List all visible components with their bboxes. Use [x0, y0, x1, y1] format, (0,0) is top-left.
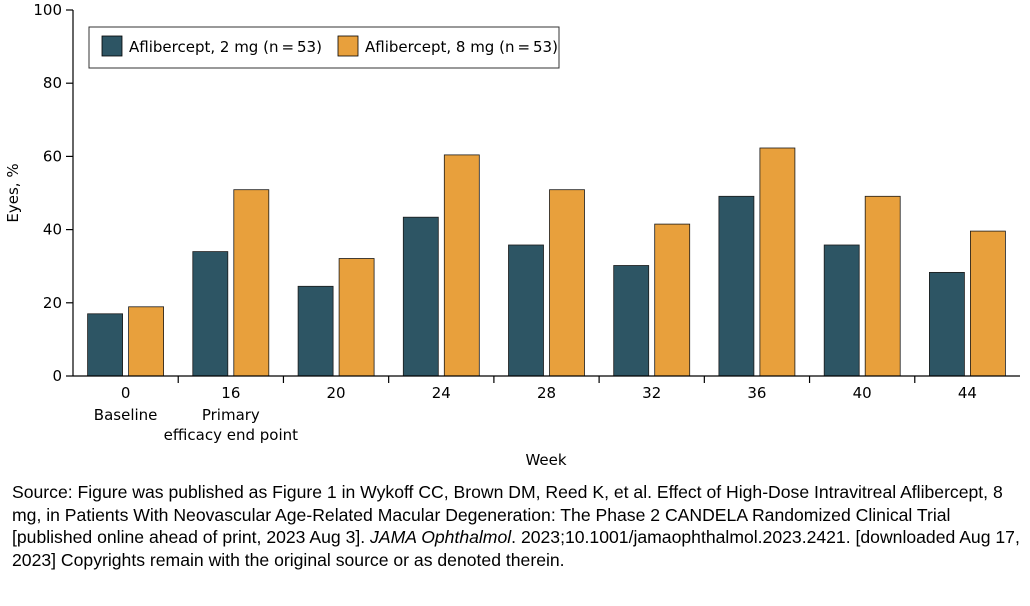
source-citation-prefix: Source: Figure was published as Figure 1…: [12, 482, 1003, 548]
y-tick-label: 60: [43, 147, 62, 165]
bar-2mg-week-32: [613, 265, 650, 377]
bar-8mg-week-20: [338, 258, 375, 377]
x-tick-label: 0: [121, 384, 131, 402]
y-ticks: 0 20 40 60 80 100: [33, 1, 73, 385]
legend-swatch-8mg: [337, 35, 359, 57]
y-tick-label: 0: [52, 367, 62, 385]
x-tick-label: 24: [432, 384, 451, 402]
bar-2mg-week-0: [87, 313, 123, 377]
x-tick-label: 32: [642, 384, 661, 402]
bar-2mg-week-16: [192, 251, 229, 377]
bar-2mg-week-28: [508, 244, 544, 377]
bar-8mg-week-28: [549, 189, 585, 377]
y-tick-label: 20: [43, 294, 62, 312]
bar-2mg-week-40: [823, 244, 860, 377]
bar-8mg-week-36: [759, 147, 796, 377]
bar-8mg-week-44: [970, 230, 1006, 377]
x-tick-sublabel: Primary: [202, 406, 260, 424]
bar-8mg-week-0: [128, 306, 165, 377]
source-citation-suffix: . 2023;10.1001/jamaophthalmol.2023.2421.…: [12, 527, 1020, 570]
bar-2mg-week-24: [402, 216, 439, 377]
x-tick-label: 28: [537, 384, 556, 402]
y-axis-title: Eyes, %: [4, 163, 22, 222]
x-ticks: 0 Baseline 16 Primary efficacy end point 20 24…: [94, 376, 977, 444]
x-tick-label: 16: [221, 384, 240, 402]
y-tick-label: 40: [43, 221, 62, 239]
legend-swatch-2mg: [101, 35, 123, 57]
y-tick-label: 100: [33, 1, 62, 19]
bar-2mg-week-36: [718, 195, 755, 377]
bar-8mg-week-16: [233, 189, 270, 377]
x-tick-label: 36: [747, 384, 766, 402]
source-citation-journal: JAMA Ophthalmol: [370, 527, 512, 548]
bars-layer: [87, 147, 1006, 377]
bar-2mg-week-20: [297, 285, 334, 377]
bar-8mg-week-32: [654, 223, 691, 377]
x-tick-label: 20: [327, 384, 346, 402]
legend-label-2mg: Aflibercept, 2 mg (n = 53): [129, 38, 322, 56]
y-tick-label: 80: [43, 74, 62, 92]
x-tick-label: 40: [853, 384, 872, 402]
bar-8mg-week-24: [443, 154, 480, 377]
legend-label-8mg: Aflibercept, 8 mg (n = 53): [365, 38, 558, 56]
legend-frame: [88, 26, 560, 69]
bar-8mg-week-40: [864, 195, 901, 377]
x-tick-label: 44: [958, 384, 977, 402]
x-tick-sublabel: Baseline: [94, 406, 158, 424]
x-tick-sublabel: efficacy end point: [164, 426, 298, 444]
bar-2mg-week-44: [929, 271, 965, 377]
x-axis-title: Week: [525, 451, 566, 469]
legend: Aflibercept, 2 mg (n = 53) Aflibercept, …: [88, 26, 560, 69]
source-citation: Source: Figure was published as Figure 1…: [12, 481, 1024, 571]
bar-chart: 0 20 40 60 80 100 0 Baseline 16 Primary efficacy …: [4, 1, 1020, 469]
